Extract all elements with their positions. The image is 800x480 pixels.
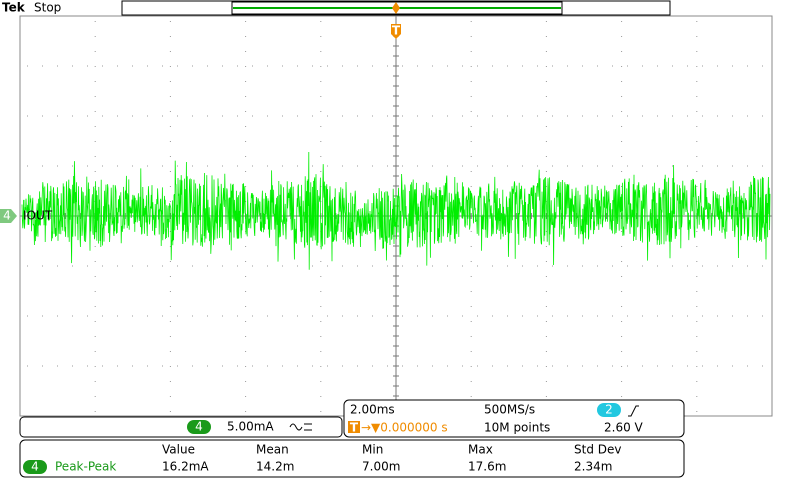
trigger-source: 2 (605, 403, 613, 417)
trigger-position-marker: T (350, 421, 359, 435)
vertical-channel-badge (187, 420, 211, 434)
vertical-scale: 5.00mA (227, 420, 274, 434)
acquisition-status: Stop (34, 1, 61, 15)
trigger-position-badge (348, 421, 360, 433)
brand: Tek (2, 1, 26, 15)
trigger-position-icon (392, 2, 400, 14)
measurement-header: Max (468, 443, 493, 457)
bandwidth-icon (289, 423, 312, 431)
trigger-source-badge (597, 403, 621, 417)
measurement-value: 16.2mA (162, 460, 209, 474)
measurement-header: Std Dev (574, 443, 621, 457)
record-length: 10M points (484, 421, 550, 435)
measurement-value: 2.34m (574, 460, 612, 474)
sample-rate: 500MS/s (484, 403, 535, 417)
measurement-name: Peak-Peak (55, 460, 116, 474)
measurement-table: Value Mean Min Max Std Dev 4 Peak-Peak 16.2mA 14… (23, 443, 621, 474)
channel-number: 4 (3, 209, 11, 223)
vertical-channel: 4 (195, 420, 203, 434)
measurement-channel: 4 (31, 460, 39, 474)
measurement-value: 14.2m (256, 460, 294, 474)
channel-marker (0, 209, 17, 223)
measurement-header: Mean (256, 443, 289, 457)
trigger-level: 2.60 V (604, 421, 644, 435)
waveform (21, 151, 771, 270)
trigger-marker (391, 24, 401, 39)
vertical-panel (19, 416, 343, 438)
horizontal-scale: 2.00ms (350, 403, 395, 417)
trigger-slope-icon (628, 405, 639, 417)
channel-label: IOUT (23, 209, 53, 223)
measurement-header: Min (362, 443, 383, 457)
measurement-header: Value (162, 443, 195, 457)
measurement-value: 17.6m (468, 460, 506, 474)
trigger-position: →▼0.000000 s (361, 421, 448, 435)
measurement-channel-badge (23, 460, 47, 474)
trigger-marker-label: T (392, 24, 401, 38)
measurement-panel (19, 439, 685, 478)
measurement-value: 7.00m (362, 460, 400, 474)
